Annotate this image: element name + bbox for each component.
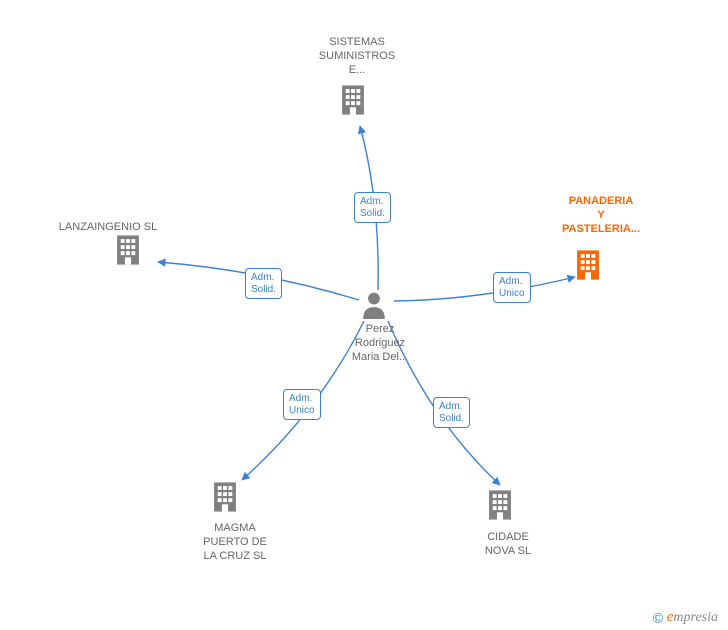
edge-label: Adm. Solid. <box>245 268 282 299</box>
footer-credit: © empresia <box>653 609 718 626</box>
edge-label: Adm. Unico <box>493 272 531 303</box>
building-icon <box>210 480 240 514</box>
node-label: LANZAINGENIO SL <box>48 221 168 235</box>
building-icon <box>338 83 368 117</box>
copyright-symbol: © <box>653 610 663 626</box>
edge-label: Adm. Solid. <box>354 192 391 223</box>
building-icon <box>113 233 143 267</box>
center-node-label: Perez Rodriguez Maria Del... <box>350 323 410 364</box>
edge-label: Adm. Unico <box>283 389 321 420</box>
node-label: SISTEMAS SUMINISTROS E... <box>312 36 402 77</box>
node-label: CIDADE NOVA SL <box>478 531 538 559</box>
node-label: PANADERIA Y PASTELERIA... <box>556 195 646 236</box>
person-icon <box>361 291 387 319</box>
edge-label: Adm. Solid. <box>433 397 470 428</box>
brand-rest: mpresia <box>673 610 718 625</box>
edge <box>394 277 575 301</box>
building-icon <box>573 248 603 282</box>
node-label: MAGMA PUERTO DE LA CRUZ SL <box>195 522 275 563</box>
building-icon <box>485 488 515 522</box>
